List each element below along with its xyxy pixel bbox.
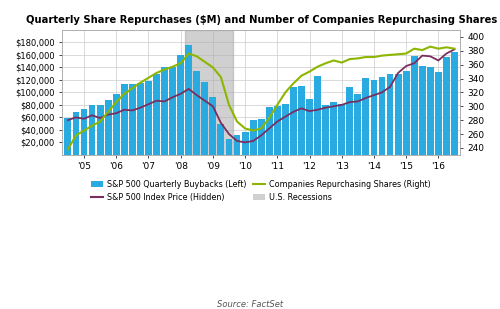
- Bar: [330, 102, 337, 155]
- Bar: [338, 104, 345, 155]
- Bar: [72, 112, 80, 155]
- Bar: [113, 94, 119, 155]
- Bar: [298, 86, 305, 155]
- Text: Source: FactSet: Source: FactSet: [217, 300, 283, 309]
- Bar: [153, 74, 160, 155]
- Bar: [80, 109, 87, 155]
- Bar: [177, 55, 184, 155]
- Bar: [314, 76, 321, 155]
- Bar: [290, 87, 297, 155]
- Bar: [137, 83, 144, 155]
- Bar: [443, 57, 450, 155]
- Bar: [161, 67, 168, 155]
- Bar: [104, 100, 112, 155]
- Bar: [121, 84, 128, 155]
- Bar: [274, 105, 280, 155]
- Bar: [194, 70, 200, 155]
- Bar: [242, 132, 248, 155]
- Bar: [306, 99, 313, 155]
- Bar: [427, 67, 434, 155]
- Bar: [266, 108, 272, 155]
- Bar: [145, 81, 152, 155]
- Bar: [402, 71, 409, 155]
- Bar: [64, 118, 71, 155]
- Bar: [129, 84, 136, 155]
- Bar: [258, 119, 264, 155]
- Bar: [346, 87, 353, 155]
- Bar: [88, 105, 96, 155]
- Bar: [96, 105, 103, 155]
- Bar: [370, 80, 378, 155]
- Bar: [411, 56, 418, 155]
- Title: Quarterly Share Repurchases ($M) and Number of Companies Repurchasing Shares: Quarterly Share Repurchases ($M) and Num…: [26, 15, 497, 25]
- Bar: [210, 97, 216, 155]
- Bar: [250, 121, 256, 155]
- Bar: [218, 124, 224, 155]
- Bar: [386, 74, 394, 155]
- Bar: [202, 82, 208, 155]
- Bar: [451, 52, 458, 155]
- Bar: [354, 94, 362, 155]
- Bar: [234, 135, 240, 155]
- Bar: [362, 78, 370, 155]
- Bar: [184, 30, 233, 155]
- Bar: [435, 72, 442, 155]
- Bar: [419, 66, 426, 155]
- Bar: [378, 77, 386, 155]
- Bar: [322, 105, 329, 155]
- Bar: [282, 104, 289, 155]
- Bar: [186, 45, 192, 155]
- Bar: [394, 74, 402, 155]
- Bar: [226, 139, 232, 155]
- Legend: S&P 500 Quarterly Buybacks (Left), S&P 500 Index Price (Hidden), Companies Repur: S&P 500 Quarterly Buybacks (Left), S&P 5…: [90, 178, 433, 203]
- Bar: [169, 67, 176, 155]
